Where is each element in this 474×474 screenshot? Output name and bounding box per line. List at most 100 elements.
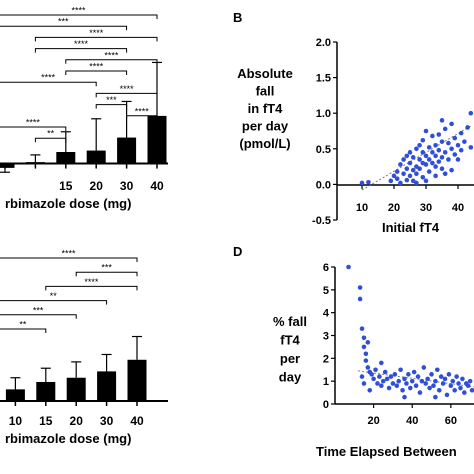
data-point	[442, 171, 448, 177]
data-point	[394, 169, 400, 174]
bar-30	[97, 371, 117, 401]
data-point	[404, 381, 409, 386]
data-point	[419, 378, 425, 384]
significance-bracket	[0, 328, 47, 333]
significance-label: ****	[84, 277, 99, 287]
data-point	[407, 160, 413, 166]
data-point	[450, 378, 456, 384]
y-tick-label: 5	[323, 285, 329, 297]
data-point	[398, 367, 403, 373]
data-point	[433, 394, 438, 400]
data-point	[371, 376, 376, 382]
data-point	[367, 388, 373, 393]
data-point	[402, 394, 407, 400]
y-axis-label-line: day	[279, 370, 302, 385]
bar-40	[147, 115, 167, 164]
data-point	[423, 128, 429, 134]
data-point	[404, 153, 410, 159]
data-point	[407, 150, 413, 155]
significance-bracket	[0, 126, 67, 131]
significance-label: ****	[120, 84, 135, 94]
data-point	[431, 383, 436, 389]
y-tick-label: 6	[323, 262, 329, 274]
data-point	[420, 174, 426, 180]
bar-15	[36, 381, 56, 401]
data-point	[420, 137, 426, 143]
data-point	[436, 388, 442, 393]
data-point	[396, 378, 402, 384]
significance-label: ***	[33, 305, 44, 315]
trend-line	[361, 125, 472, 191]
data-point	[446, 140, 451, 146]
data-point	[357, 296, 363, 302]
bar-20	[86, 150, 106, 164]
data-point	[417, 142, 422, 148]
y-tick-label: 1.0	[316, 108, 331, 120]
data-point	[391, 173, 397, 179]
data-point	[359, 180, 365, 186]
data-point	[438, 374, 444, 379]
data-point	[436, 159, 442, 164]
data-point	[400, 388, 405, 393]
significance-label: ****	[71, 6, 86, 16]
bar-40	[127, 359, 147, 401]
x-tick-label: 10	[356, 202, 368, 214]
data-point	[452, 388, 457, 393]
data-point	[414, 171, 419, 177]
data-point	[359, 326, 365, 331]
significance-bracket	[0, 257, 138, 262]
data-point	[394, 383, 400, 389]
significance-label: ****	[26, 118, 41, 128]
x-tick-label: 15	[39, 414, 53, 428]
data-point	[460, 376, 465, 382]
data-point	[414, 146, 419, 152]
y-tick-label: 2	[323, 353, 329, 365]
data-point	[388, 178, 394, 184]
data-point	[436, 132, 442, 137]
y-tick-label: 0.5	[316, 144, 331, 156]
y-tick-label: 1.5	[316, 73, 331, 85]
x-tick-label: 20	[367, 415, 379, 427]
significance-bracket	[75, 271, 138, 277]
significance-bracket	[34, 137, 67, 143]
x-tick-label: 30	[120, 179, 134, 193]
data-point	[448, 383, 454, 389]
data-point	[423, 178, 429, 184]
significance-bracket	[0, 14, 158, 19]
data-point	[420, 150, 426, 155]
x-tick-label: 30	[100, 414, 114, 428]
data-point	[380, 378, 386, 384]
data-point	[455, 157, 461, 162]
data-point	[379, 360, 384, 366]
data-point	[455, 142, 461, 148]
significance-bracket	[126, 115, 158, 120]
significance-label: ****	[61, 249, 76, 259]
data-point	[449, 146, 454, 152]
data-point	[384, 376, 390, 382]
data-point	[442, 376, 448, 382]
x-axis-label: rbimazole dose (mg)	[5, 431, 131, 446]
data-point	[430, 133, 435, 139]
data-point	[435, 367, 440, 373]
data-point	[439, 166, 445, 172]
data-point	[446, 157, 451, 162]
data-point	[433, 378, 438, 384]
data-point	[439, 118, 445, 123]
data-point	[433, 164, 438, 169]
data-point	[415, 374, 421, 379]
y-axis-label-line: fT4	[280, 333, 300, 348]
significance-bracket	[95, 104, 128, 109]
y-tick-label: 4	[323, 308, 330, 320]
data-point	[404, 177, 410, 183]
data-point	[388, 374, 394, 379]
data-point	[406, 372, 411, 377]
data-point	[456, 381, 461, 386]
y-tick-label: 2.0	[316, 37, 331, 49]
data-point	[363, 358, 369, 363]
data-point	[467, 378, 473, 384]
significance-bracket	[0, 81, 97, 87]
y-axis-label-line: Absolute	[237, 66, 293, 81]
